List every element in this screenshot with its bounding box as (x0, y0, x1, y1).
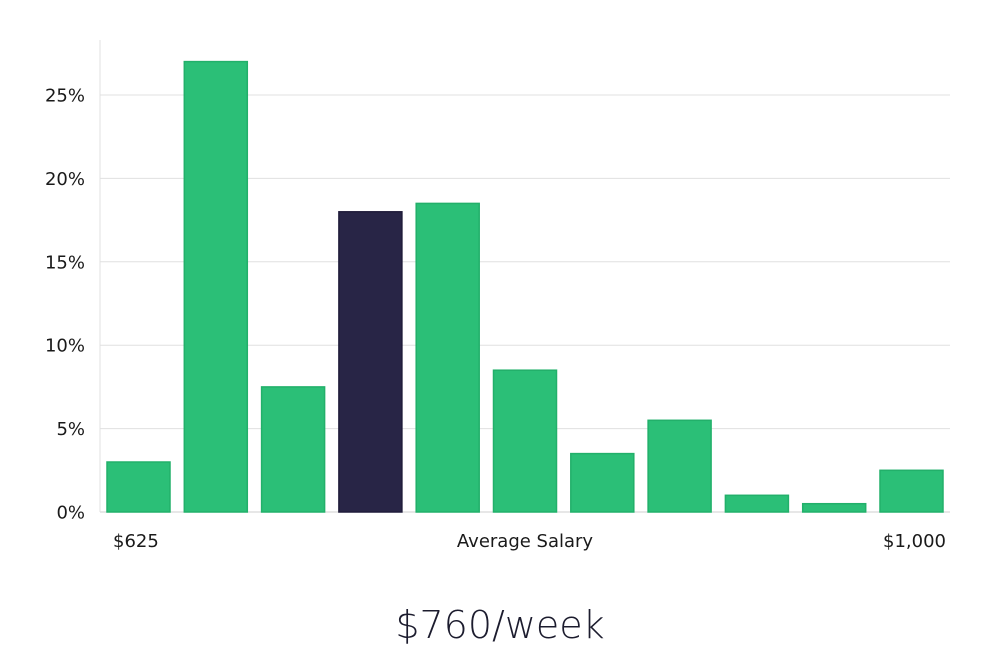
y-tick-label: 5% (56, 419, 85, 440)
salary-histogram-chart: 0% 5% 10% 15% 20% 25% $625 Average Salary $1,… (45, 40, 950, 552)
y-tick-label: 25% (45, 86, 85, 107)
y-tick-label: 10% (45, 336, 85, 357)
y-tick-label: 15% (45, 252, 85, 273)
x-axis-label: Average Salary (457, 531, 594, 552)
bar (415, 202, 480, 513)
bar (570, 452, 635, 513)
x-axis-max-label: $1,000 (883, 531, 946, 552)
bar (106, 461, 171, 513)
y-tick-label: 0% (56, 503, 85, 524)
bar (492, 369, 558, 513)
bar (260, 386, 326, 513)
bars (106, 60, 944, 513)
bar (183, 60, 249, 513)
bar (801, 502, 867, 513)
bar (879, 469, 944, 513)
bar (724, 494, 790, 513)
x-axis-min-label: $625 (113, 531, 159, 552)
tick-labels: 0% 5% 10% 15% 20% 25% (45, 86, 85, 524)
average-salary-headline: $760/week (395, 603, 605, 647)
y-tick-label: 20% (45, 169, 85, 190)
bar (647, 419, 712, 513)
bar-highlighted (338, 211, 403, 513)
